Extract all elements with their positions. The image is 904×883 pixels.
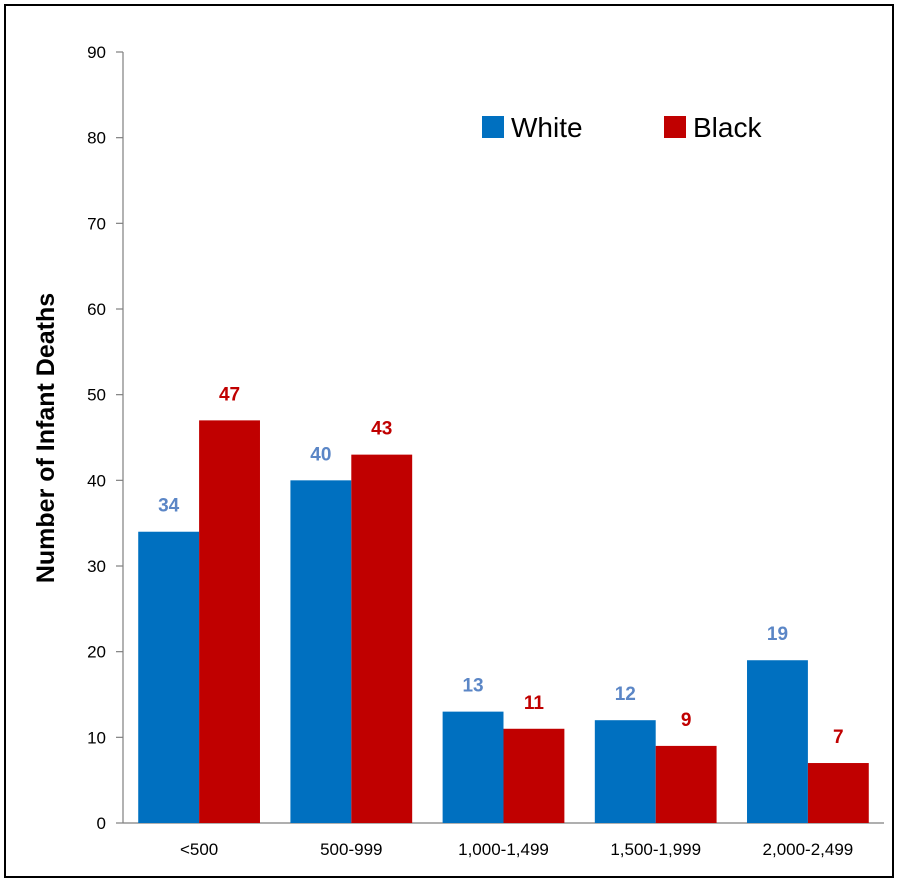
y-tick-label: 90: [87, 43, 106, 62]
y-tick-label: 50: [87, 386, 106, 405]
y-tick-label: 60: [87, 300, 106, 319]
legend-label-black: Black: [693, 112, 762, 143]
legend-label-white: White: [511, 112, 583, 143]
bar-white: [747, 660, 808, 823]
y-tick-label: 0: [97, 814, 106, 833]
data-label-black: 7: [833, 727, 844, 748]
bar-white: [442, 711, 504, 823]
x-tick-label: 1,000-1,499: [458, 840, 549, 859]
bar-white: [290, 480, 352, 823]
y-tick-label: 70: [87, 214, 106, 233]
x-tick-label: <500: [180, 840, 218, 859]
data-label-white: 13: [462, 676, 483, 697]
data-label-black: 47: [219, 384, 240, 405]
x-tick-label: 1,500-1,999: [610, 840, 701, 859]
bars: [138, 420, 869, 823]
y-tick-label: 80: [87, 129, 106, 148]
data-label-black: 11: [524, 693, 545, 714]
bar-white: [594, 720, 656, 823]
y-axis-title: Number of Infant Deaths: [32, 293, 60, 583]
data-label-white: 19: [767, 624, 788, 645]
x-tick-label: 500-999: [320, 840, 382, 859]
y-tick-label: 20: [87, 643, 106, 662]
data-label-white: 34: [158, 496, 180, 517]
data-labels: 34 40 13 12 19 47 43 11 9 7: [158, 384, 844, 748]
y-tick-label: 40: [87, 471, 106, 490]
bar-black: [503, 728, 565, 823]
legend: White Black: [482, 112, 762, 143]
data-label-black: 43: [371, 419, 392, 440]
bar-black: [199, 420, 260, 823]
y-tick-label: 10: [87, 728, 106, 747]
x-axis: <500 500-999 1,000-1,499 1,500-1,999 2,000-2…: [123, 822, 884, 859]
bar-black: [807, 763, 869, 823]
bar-white: [138, 531, 200, 823]
data-label-black: 9: [681, 710, 692, 731]
x-tick-label: 2,000-2,499: [763, 840, 854, 859]
legend-swatch-black: [664, 116, 686, 138]
data-label-white: 40: [310, 444, 331, 465]
bar-black: [655, 745, 717, 823]
legend-swatch-white: [482, 116, 504, 138]
y-tick-label: 30: [87, 557, 106, 576]
data-label-white: 12: [615, 684, 636, 705]
bar-black: [351, 454, 413, 823]
y-axis: 0 10 20 30 40 50 60 70 80 90: [87, 43, 124, 833]
